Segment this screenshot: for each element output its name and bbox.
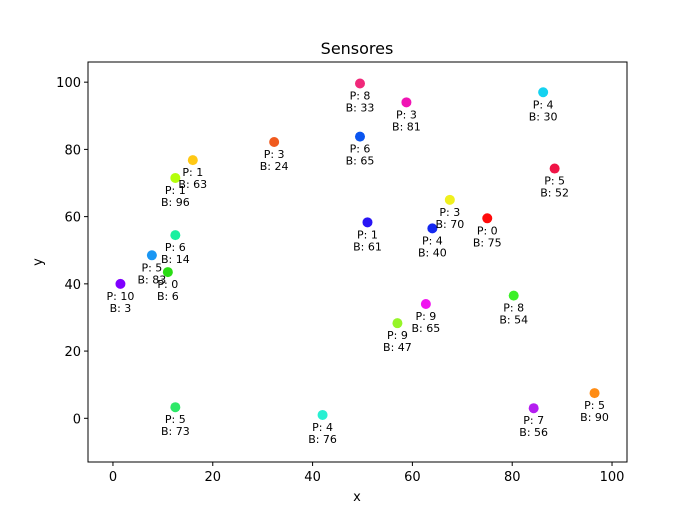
data-point <box>508 290 519 301</box>
point-label-b: B: 90 <box>580 411 609 424</box>
point-label-p: P: 7 <box>523 414 544 427</box>
point-label-b: B: 47 <box>383 341 412 354</box>
data-point <box>444 194 455 205</box>
y-axis-label: y <box>31 258 46 266</box>
point-label-b: B: 65 <box>411 322 440 335</box>
data-point <box>187 155 198 166</box>
point-label-p: P: 3 <box>439 206 460 219</box>
point-label-b: B: 75 <box>473 236 502 249</box>
y-tick-label: 0 <box>73 412 81 427</box>
point-label-p: P: 4 <box>312 421 333 434</box>
data-point <box>401 97 412 108</box>
point-label-b: B: 73 <box>161 425 190 438</box>
x-tick-label: 80 <box>504 470 521 485</box>
point-label-b: B: 56 <box>519 426 548 439</box>
point-label-p: P: 4 <box>422 234 443 247</box>
x-tick-label: 60 <box>404 470 421 485</box>
y-tick-label: 40 <box>64 278 81 293</box>
data-point <box>170 230 181 241</box>
data-point <box>354 131 365 142</box>
data-point <box>392 318 403 329</box>
point-label-p: P: 0 <box>477 224 498 237</box>
data-point <box>420 299 431 310</box>
x-axis-label: x <box>353 490 361 505</box>
data-point <box>549 163 560 174</box>
point-label-p: P: 5 <box>141 261 162 274</box>
data-point <box>354 78 365 89</box>
data-point <box>538 87 549 98</box>
point-label-p: P: 6 <box>165 241 186 254</box>
point-label-b: B: 33 <box>346 102 375 115</box>
data-point <box>317 409 328 420</box>
point-label-p: P: 3 <box>396 108 417 121</box>
x-tick-label: 100 <box>600 470 625 485</box>
data-point <box>482 213 493 224</box>
point-label-b: B: 83 <box>138 273 167 286</box>
point-label-b: B: 54 <box>499 314 528 327</box>
data-point <box>362 217 373 228</box>
point-label-p: P: 5 <box>584 399 605 412</box>
point-label-b: B: 61 <box>353 240 382 253</box>
data-point <box>269 137 280 147</box>
point-label-b: B: 52 <box>540 187 569 200</box>
x-tick-label: 20 <box>204 470 221 485</box>
point-label-p: P: 1 <box>182 166 203 179</box>
point-label-b: B: 40 <box>418 246 447 259</box>
x-tick-label: 40 <box>304 470 321 485</box>
y-tick-label: 80 <box>64 143 81 158</box>
point-label-b: B: 81 <box>392 120 421 133</box>
point-label-p: P: 8 <box>350 90 371 103</box>
point-label-b: B: 3 <box>110 302 132 315</box>
point-label-p: P: 6 <box>350 143 371 156</box>
x-tick-label: 0 <box>109 470 117 485</box>
data-point <box>170 402 181 413</box>
point-label-p: P: 10 <box>107 290 135 303</box>
point-label-p: P: 0 <box>157 278 178 291</box>
point-label-b: B: 6 <box>157 290 179 303</box>
data-point <box>115 278 126 289</box>
point-label-b: B: 65 <box>346 155 375 168</box>
point-label-p: P: 8 <box>503 302 524 315</box>
y-tick-label: 20 <box>64 345 81 360</box>
data-point <box>528 403 539 414</box>
plot-frame <box>87 61 628 463</box>
point-label-p: P: 5 <box>165 413 186 426</box>
data-point <box>146 250 157 261</box>
chart-title: Sensores <box>321 39 394 58</box>
point-label-p: P: 1 <box>165 184 186 197</box>
data-point <box>170 172 181 183</box>
y-tick-label: 60 <box>64 211 81 226</box>
point-label-b: B: 30 <box>529 110 558 123</box>
y-tick-label: 100 <box>56 76 81 91</box>
point-label-p: P: 5 <box>544 175 565 188</box>
point-label-b: B: 14 <box>161 253 190 266</box>
point-label-b: B: 76 <box>308 433 337 446</box>
point-label-p: P: 1 <box>357 228 378 241</box>
data-point <box>589 388 600 399</box>
point-label-b: B: 63 <box>178 178 207 191</box>
data-point <box>427 223 438 234</box>
point-label-p: P: 3 <box>264 148 285 161</box>
data-point <box>162 267 173 278</box>
point-label-p: P: 9 <box>387 329 408 342</box>
point-label-b: B: 96 <box>161 196 190 209</box>
point-label-b: B: 24 <box>260 160 289 173</box>
point-label-p: P: 4 <box>533 98 554 111</box>
point-label-b: B: 70 <box>435 218 464 231</box>
point-label-p: P: 9 <box>415 310 436 323</box>
